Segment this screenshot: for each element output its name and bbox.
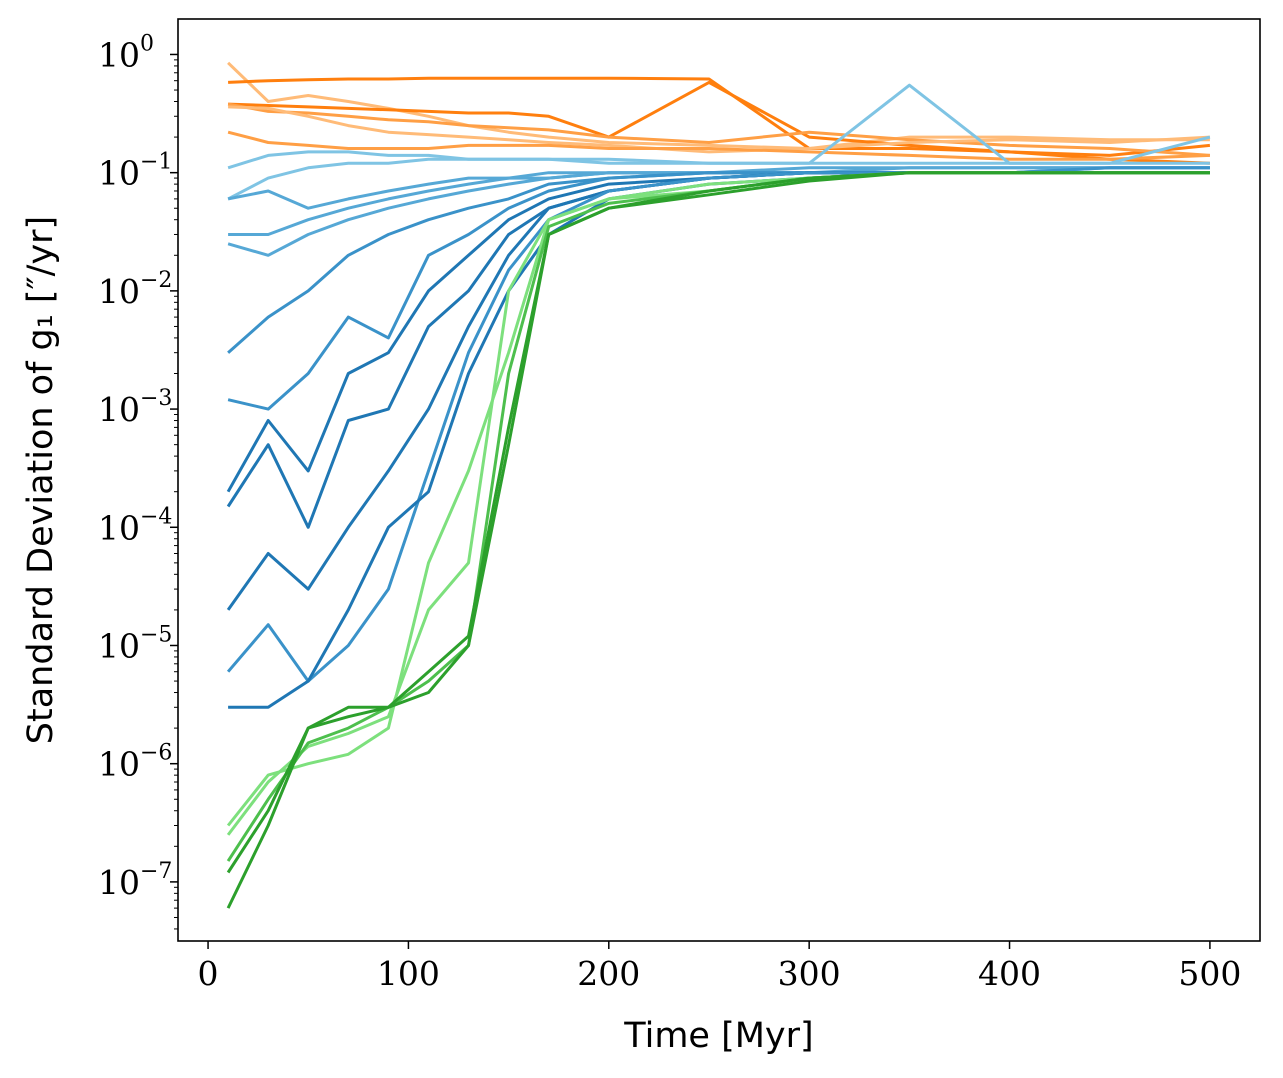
x-tick-label: 0 (198, 954, 219, 993)
series-line-2 (228, 76, 1210, 165)
series-line-10 (228, 166, 1210, 236)
series-line-3 (228, 80, 1211, 157)
plot-frame (177, 18, 1261, 942)
x-tick-label: 200 (577, 954, 640, 993)
series-line-8 (227, 135, 1211, 201)
x-tick-label: 100 (377, 954, 440, 993)
x-tick-label: 300 (778, 954, 841, 993)
x-axis-title: Time [Myr] (623, 1016, 813, 1056)
y-axis-title: Standard Deviation of g₁ [″/yr] (21, 216, 61, 744)
x-tick-label: 400 (978, 954, 1041, 993)
series-line-1 (227, 61, 1210, 150)
x-tick-label: 500 (1178, 954, 1241, 993)
series-line-23 (226, 171, 1210, 909)
x-axis: 0 100 200 300 400 500 (198, 941, 1241, 993)
series-layer (226, 61, 1211, 909)
series-line-6 (227, 130, 1210, 161)
series-line-5 (228, 105, 1210, 154)
y-tick-label: 10−3 (98, 386, 172, 429)
